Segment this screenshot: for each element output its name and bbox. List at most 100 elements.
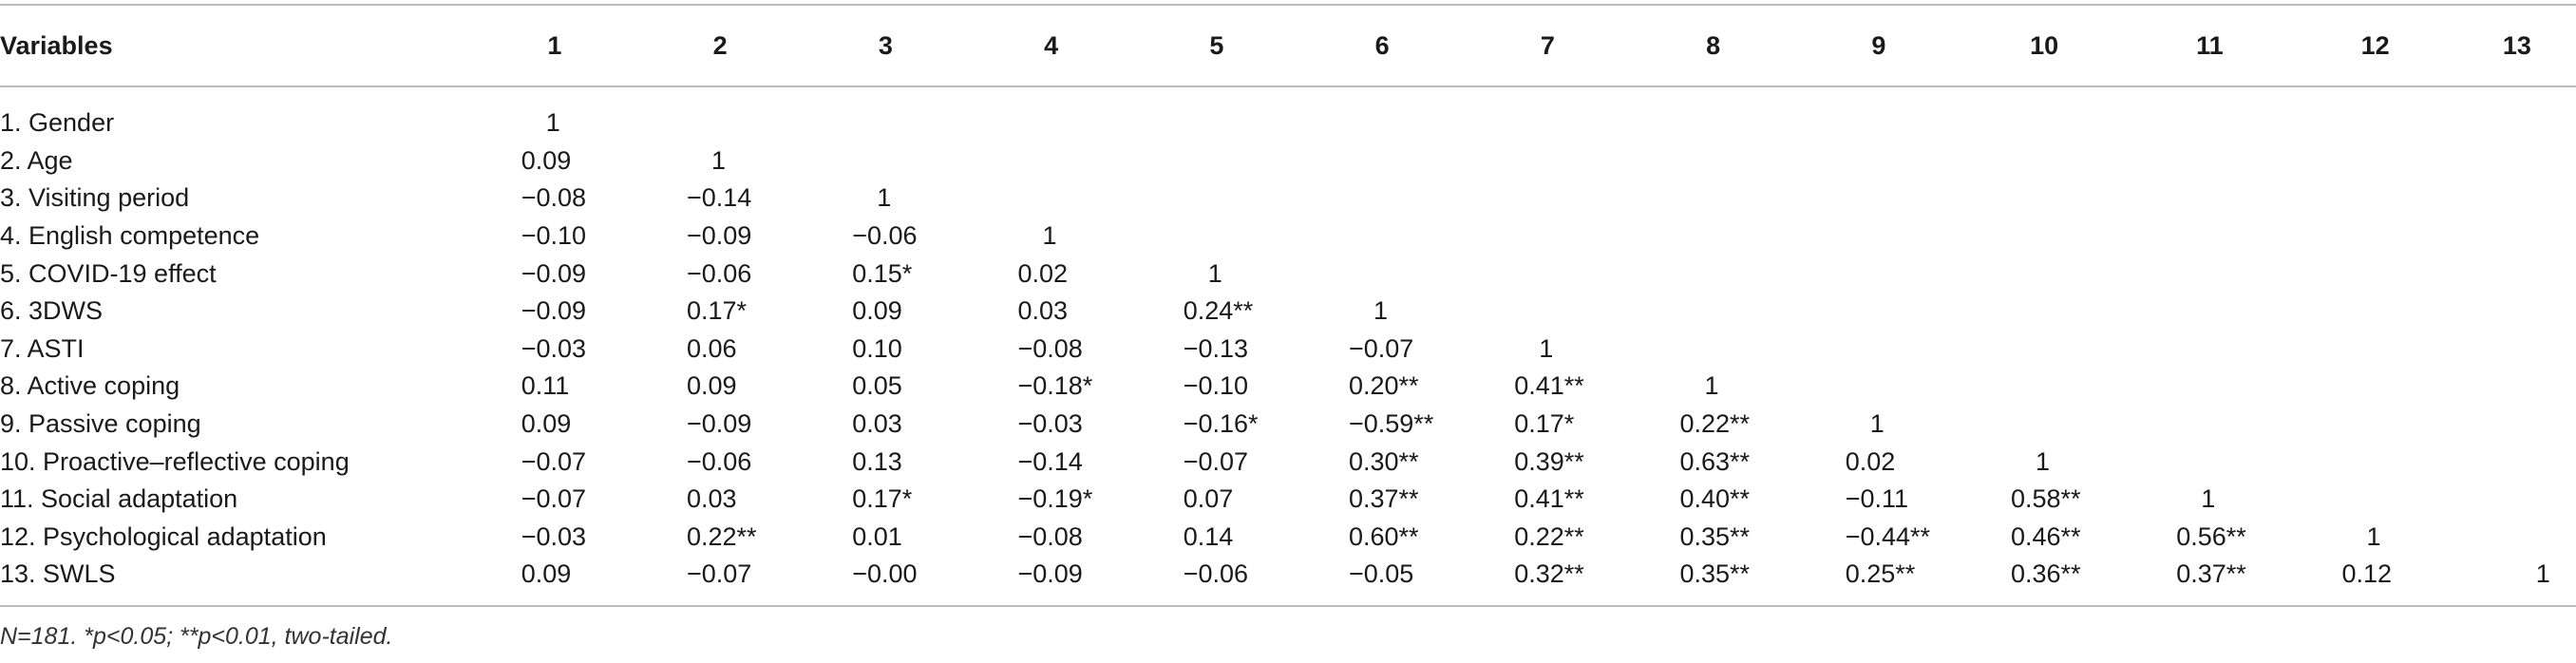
cell-value: −0.09	[686, 221, 752, 251]
table-cell	[2127, 218, 2292, 256]
table-cell	[2458, 481, 2576, 519]
table-row: 11. Social adaptation −0.07 0.03 0.17* −0.19…	[0, 481, 2576, 519]
table-cell	[2292, 443, 2457, 481]
table-cell: −0.08	[968, 331, 1133, 369]
cell-value: −0.16*	[1183, 409, 1259, 439]
table-cell	[1961, 86, 2127, 142]
cell-value: 0.39**	[1514, 446, 1584, 476]
cell-value: 0.17*	[686, 296, 748, 326]
table-cell: 0.39**	[1465, 443, 1630, 481]
table-cell	[968, 180, 1133, 218]
table-cell: 0.22**	[1630, 406, 1795, 444]
cell-value: −0.06	[686, 258, 752, 288]
table-cell: −0.14	[637, 180, 803, 218]
table-header-row: Variables 1 2 3 4 5 6 7 8 9 10 11 12 13	[0, 4, 2576, 87]
cell-value: 0.63**	[1679, 446, 1751, 476]
table-cell: 0.09	[637, 368, 803, 406]
cell-value: −0.14	[1017, 446, 1083, 476]
cell-value: −0.10	[521, 221, 587, 251]
cell-value: 0.06	[686, 333, 737, 363]
cell-value: 0.41**	[1514, 371, 1584, 401]
table-cell: 0.02	[968, 255, 1133, 293]
table-cell: 0.06	[637, 331, 803, 369]
table-cell: 0.03	[803, 406, 968, 444]
table-cell	[1630, 255, 1795, 293]
table-cell: 0.60**	[1299, 519, 1465, 557]
table-cell	[1796, 293, 1961, 331]
table-cell: −0.44**	[1796, 519, 1961, 557]
table-cell: −0.13	[1134, 331, 1299, 369]
table-cell: 1	[2292, 519, 2457, 557]
cell-value: 0.15*	[852, 258, 913, 288]
cell-value: 1	[1042, 221, 1057, 251]
table-cell: 0.17*	[637, 293, 803, 331]
table-cell: 0.32**	[1465, 556, 1630, 606]
cell-value: 1	[1207, 258, 1222, 288]
table-cell: 0.30**	[1299, 443, 1465, 481]
table-cell: 0.01	[803, 519, 968, 557]
cell-value: −0.09	[1017, 559, 1083, 589]
cell-value: 1	[545, 108, 560, 138]
cell-value: −0.09	[686, 409, 752, 439]
cell-value: 0.41**	[1514, 484, 1584, 514]
table-cell	[1796, 368, 1961, 406]
table-cell	[1134, 142, 1299, 180]
table-cell	[2127, 142, 2292, 180]
table-cell	[968, 86, 1133, 142]
table-cell: 1	[803, 180, 968, 218]
cell-value: 0.13	[852, 446, 902, 476]
row-label: 1. Gender	[0, 108, 115, 138]
cell-value: −0.06	[1183, 559, 1249, 589]
cell-value: 0.09	[852, 296, 902, 326]
table-cell: −0.11	[1796, 481, 1961, 519]
table-cell	[2127, 368, 2292, 406]
cell-value: 0.56**	[2176, 521, 2246, 551]
table-cell: 0.36**	[1961, 556, 2127, 606]
table-cell: 1	[472, 86, 637, 142]
row-label: 10. Proactive–reflective coping	[0, 446, 350, 476]
table-cell	[1961, 255, 2127, 293]
table-cell: −0.06	[803, 218, 968, 256]
cell-value: −0.03	[521, 521, 587, 551]
header-col-7: 7	[1465, 4, 1631, 87]
table-cell: −0.05	[1299, 556, 1465, 606]
table-cell	[1961, 218, 2127, 256]
table-cell: 1	[1299, 293, 1465, 331]
cell-value: 0.24**	[1183, 296, 1254, 326]
table-cell: 0.10	[803, 331, 968, 369]
cell-value: −0.11	[1845, 484, 1909, 514]
table-cell: −0.03	[968, 406, 1133, 444]
cell-value: 0.03	[1017, 296, 1069, 326]
header-col-1: 1	[471, 4, 637, 87]
cell-value: −0.10	[1183, 371, 1249, 401]
cell-value: −0.05	[1348, 559, 1414, 589]
cell-value: −0.44**	[1845, 521, 1931, 551]
cell-value: 0.17*	[1514, 409, 1575, 439]
table-cell	[1961, 180, 2127, 218]
table-row: 2. Age 0.09 1	[0, 142, 2576, 180]
table-cell: 0.17*	[1465, 406, 1630, 444]
cell-value: 0.01	[852, 521, 902, 551]
table-cell: 0.13	[803, 443, 968, 481]
table-cell	[1465, 142, 1630, 180]
table-cell	[1796, 255, 1961, 293]
cell-value: −0.09	[521, 296, 587, 326]
table-row: 4. English competence −0.10 −0.09 −0.06 1	[0, 218, 2576, 256]
table-cell: −0.10	[472, 218, 637, 256]
table-cell: 0.37**	[1299, 481, 1465, 519]
table-cell: −0.07	[1299, 331, 1465, 369]
cell-value: −0.19*	[1017, 484, 1093, 514]
table-cell	[2292, 331, 2457, 369]
table-cell: −0.14	[968, 443, 1133, 481]
table-cell	[1630, 293, 1795, 331]
table-cell: −0.08	[968, 519, 1133, 557]
cell-value: −0.18*	[1017, 371, 1093, 401]
table-cell	[1299, 218, 1465, 256]
table-row: 1. Gender 1	[0, 86, 2576, 142]
row-label: 13. SWLS	[0, 559, 116, 589]
table-cell	[1630, 180, 1795, 218]
cell-value: 1	[2535, 559, 2550, 589]
table-cell	[1465, 255, 1630, 293]
cell-value: 0.37**	[2176, 559, 2246, 589]
table-cell	[1630, 218, 1795, 256]
